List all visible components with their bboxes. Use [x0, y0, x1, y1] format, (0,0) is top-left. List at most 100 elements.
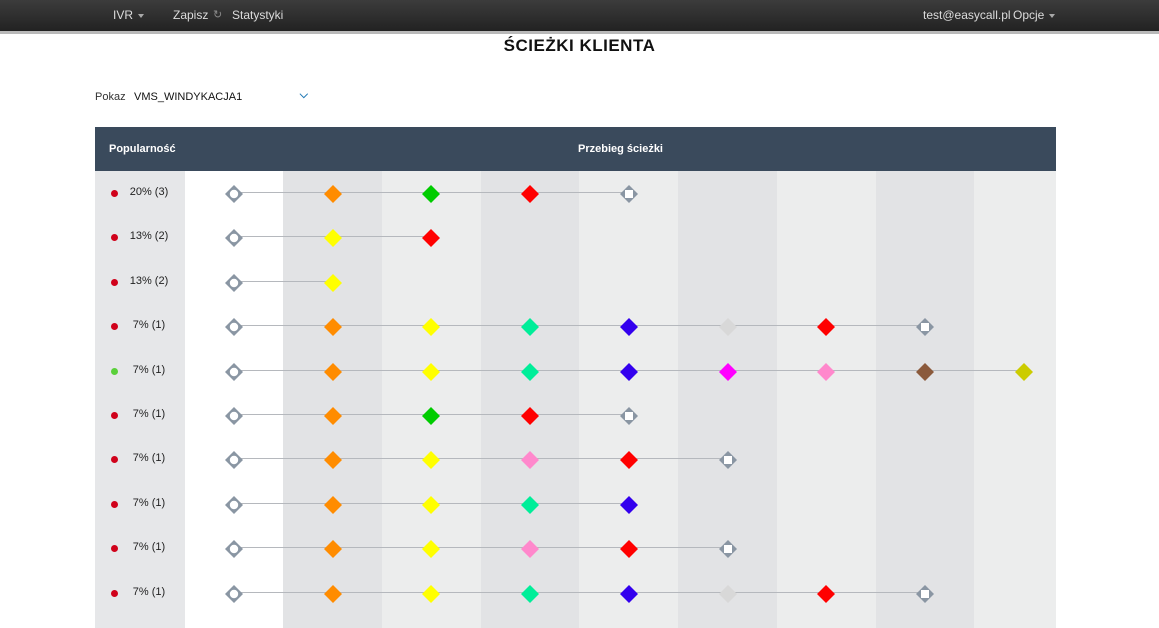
path-step-diamond-icon[interactable]	[915, 362, 935, 382]
path-step-diamond-icon[interactable]	[421, 450, 441, 470]
statistics-link[interactable]: Statystyki	[232, 8, 283, 22]
path-step-diamond-icon[interactable]	[323, 450, 343, 470]
path-start-icon[interactable]	[224, 584, 244, 604]
path-step-diamond-icon[interactable]	[718, 317, 738, 337]
path-step-diamond-icon[interactable]	[421, 495, 441, 515]
path-step-diamond-icon[interactable]	[323, 317, 343, 337]
path-start-icon[interactable]	[224, 273, 244, 293]
path-start-icon[interactable]	[224, 317, 244, 337]
chevron-down-icon	[1049, 13, 1056, 18]
path-step-diamond-icon[interactable]	[816, 317, 836, 337]
table-row[interactable]: 7% (1)	[95, 349, 1056, 393]
status-dot	[111, 367, 118, 375]
table-row[interactable]: 7% (1)	[95, 393, 1056, 437]
table-row[interactable]: 13% (2)	[95, 215, 1056, 259]
path-step-diamond-icon[interactable]	[323, 406, 343, 426]
popularity-value: 13% (2)	[129, 274, 169, 287]
page-title: ŚCIEŻKI KLIENTA	[503, 36, 656, 55]
path-step-diamond-icon[interactable]	[520, 584, 540, 604]
path-step-diamond-icon[interactable]	[323, 184, 343, 204]
path-step-diamond-icon[interactable]	[323, 273, 343, 293]
path-step-diamond-icon[interactable]	[421, 584, 441, 604]
path-step-diamond-icon[interactable]	[323, 362, 343, 382]
path-step-diamond-icon[interactable]	[520, 362, 540, 382]
path-step-diamond-icon[interactable]	[619, 539, 639, 559]
path-connector	[234, 547, 728, 549]
path-step-diamond-icon[interactable]	[421, 406, 441, 426]
table-row[interactable]: 7% (1)	[95, 571, 1056, 615]
popularity-value: 20% (3)	[129, 186, 169, 198]
table-row[interactable]: 7% (1)	[95, 482, 1056, 526]
popularity-value: 7% (1)	[132, 541, 166, 554]
path-step-diamond-icon[interactable]	[323, 539, 343, 559]
options-menu[interactable]: Opcje	[1013, 8, 1056, 22]
show-label: Pokaz	[95, 91, 126, 103]
path-start-icon[interactable]	[224, 362, 244, 382]
path-step-diamond-icon[interactable]	[718, 584, 738, 604]
status-dot	[111, 234, 118, 242]
table-header: Popularność Przebieg ścieżki	[95, 127, 1056, 171]
path-step-diamond-icon[interactable]	[520, 184, 540, 204]
path-start-icon[interactable]	[224, 539, 244, 559]
path-end-icon[interactable]	[915, 584, 935, 604]
path-step-diamond-icon[interactable]	[520, 539, 540, 559]
table-row[interactable]: 7% (1)	[95, 526, 1056, 570]
path-connector	[234, 591, 925, 593]
table-row[interactable]: 7% (1)	[95, 437, 1056, 481]
table-row[interactable]: 7% (1)	[95, 304, 1056, 348]
path-start-icon[interactable]	[224, 406, 244, 426]
path-step-diamond-icon[interactable]	[421, 317, 441, 337]
options-menu-label: Opcje	[1013, 8, 1045, 22]
path-step-diamond-icon[interactable]	[619, 584, 639, 604]
status-dot	[111, 500, 118, 508]
user-email[interactable]: test@easycall.pl	[923, 8, 1011, 22]
path-end-icon[interactable]	[915, 317, 935, 337]
path-step-diamond-icon[interactable]	[1014, 362, 1034, 382]
path-step-diamond-icon[interactable]	[520, 495, 540, 515]
path-step-diamond-icon[interactable]	[421, 184, 441, 204]
path-step-diamond-icon[interactable]	[619, 362, 639, 382]
table-row[interactable]: 13% (2)	[95, 260, 1056, 304]
path-start-icon[interactable]	[224, 228, 244, 248]
path-start-icon[interactable]	[224, 450, 244, 470]
status-dot	[111, 412, 118, 419]
table-row[interactable]: 20% (3)	[95, 171, 1056, 215]
ivr-select[interactable]: VMS_WINDYKACJA1 ⌵	[134, 88, 310, 106]
statistics-link-label: Statystyki	[232, 8, 284, 22]
popularity-header[interactable]: Popularność	[109, 143, 176, 155]
table-row[interactable]	[95, 615, 1056, 628]
path-step-diamond-icon[interactable]	[619, 317, 639, 337]
column-band	[776, 171, 876, 628]
path-end-icon[interactable]	[619, 184, 639, 204]
status-dot	[111, 456, 118, 464]
popularity-value: 7% (1)	[132, 585, 166, 598]
path-connector	[234, 325, 925, 327]
status-dot	[111, 589, 118, 597]
path-step-diamond-icon[interactable]	[323, 584, 343, 604]
save-link[interactable]: Zapisz	[173, 8, 208, 22]
path-start-icon[interactable]	[224, 184, 244, 204]
popularity-value: 13% (2)	[129, 230, 169, 243]
path-step-diamond-icon[interactable]	[520, 450, 540, 470]
refresh-icon: ↻	[213, 9, 223, 21]
path-step-diamond-icon[interactable]	[816, 362, 836, 382]
path-step-diamond-icon[interactable]	[619, 450, 639, 470]
ivr-menu-label: IVR	[113, 8, 134, 22]
path-end-icon[interactable]	[619, 406, 639, 426]
path-step-diamond-icon[interactable]	[520, 406, 540, 426]
path-step-diamond-icon[interactable]	[520, 317, 540, 337]
path-step-diamond-icon[interactable]	[323, 495, 343, 515]
chevron-down-icon: ⌵	[299, 89, 308, 101]
path-end-icon[interactable]	[718, 539, 738, 559]
path-step-diamond-icon[interactable]	[816, 584, 836, 604]
path-step-diamond-icon[interactable]	[323, 228, 343, 248]
path-step-diamond-icon[interactable]	[619, 495, 639, 515]
path-step-diamond-icon[interactable]	[421, 362, 441, 382]
path-step-diamond-icon[interactable]	[421, 228, 441, 248]
path-step-diamond-icon[interactable]	[421, 539, 441, 559]
path-end-icon[interactable]	[718, 450, 738, 470]
paths-table: 20% (3) 13% (2) 13% (2) 7% (1) 7% (1) 7% (1) 7…	[95, 171, 1056, 628]
path-start-icon[interactable]	[224, 495, 244, 515]
ivr-menu[interactable]: IVR	[113, 8, 145, 22]
path-step-diamond-icon[interactable]	[718, 362, 738, 382]
